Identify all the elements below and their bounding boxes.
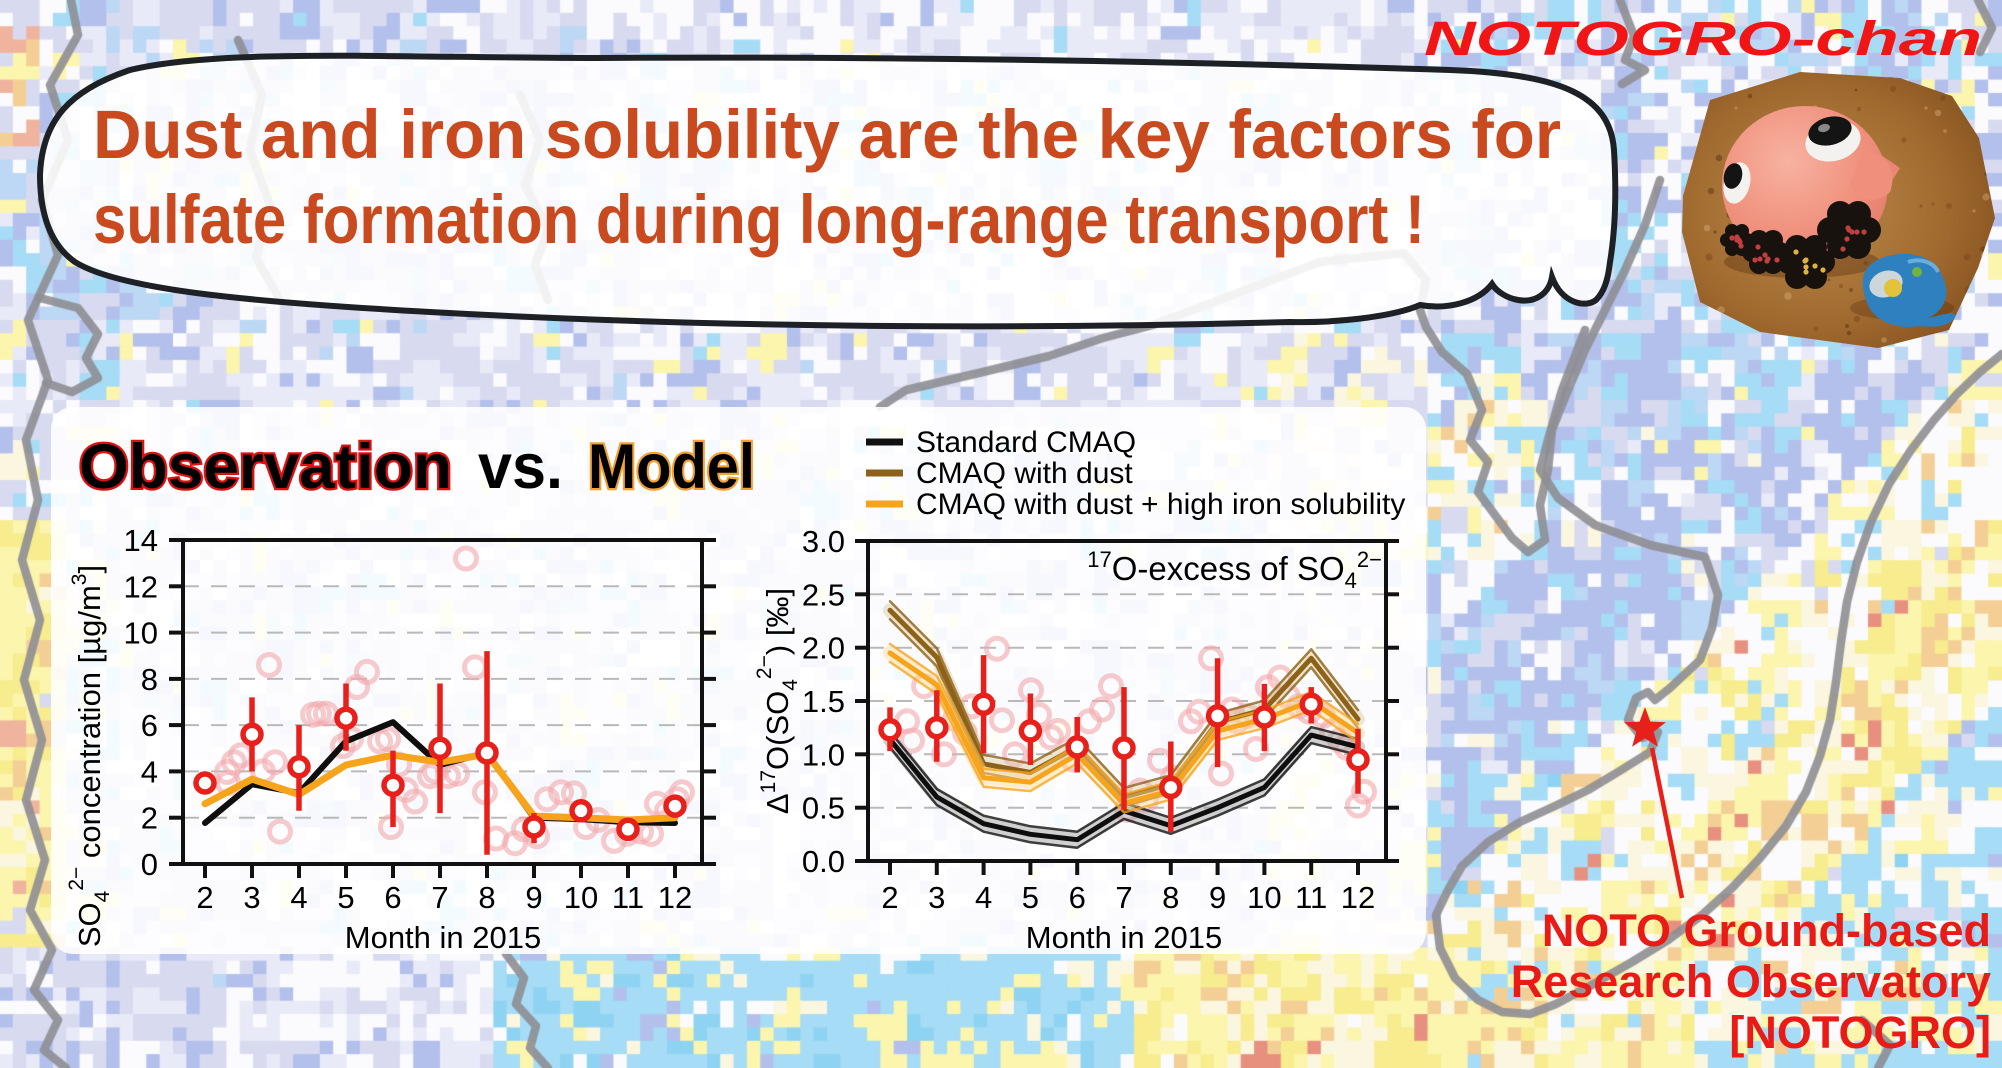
svg-text:Research Observatory: Research Observatory	[1511, 956, 1991, 1007]
svg-text:sulfate formation during long-: sulfate formation during long-range tran…	[93, 181, 1425, 258]
svg-text:3.0: 3.0	[802, 524, 845, 559]
svg-text:0: 0	[141, 847, 158, 882]
svg-text:0.5: 0.5	[802, 791, 845, 826]
svg-text:12: 12	[1341, 880, 1375, 915]
svg-text:Month in 2015: Month in 2015	[1026, 920, 1222, 955]
svg-text:11: 11	[612, 880, 644, 915]
svg-text:9: 9	[1209, 880, 1226, 915]
svg-text:2: 2	[881, 880, 898, 915]
svg-text:0.0: 0.0	[802, 844, 845, 879]
svg-text:CMAQ with dust: CMAQ with dust	[916, 457, 1133, 490]
svg-text:10: 10	[564, 880, 598, 915]
svg-text:6: 6	[141, 708, 158, 743]
svg-text:10: 10	[124, 616, 158, 651]
svg-text:2.5: 2.5	[802, 577, 845, 612]
svg-text:8: 8	[141, 662, 158, 697]
svg-text:9: 9	[525, 880, 542, 915]
svg-text:NOTOGRO-chan: NOTOGRO-chan	[1424, 12, 1982, 66]
svg-text:3: 3	[928, 880, 945, 915]
svg-text:6: 6	[1069, 880, 1086, 915]
svg-text:3: 3	[243, 880, 260, 915]
svg-text:10: 10	[1247, 880, 1281, 915]
svg-text:2.0: 2.0	[802, 631, 845, 666]
svg-text:Month in 2015: Month in 2015	[345, 920, 541, 955]
svg-text:12: 12	[658, 880, 692, 915]
svg-text:1.0: 1.0	[802, 737, 845, 772]
svg-text:4: 4	[975, 880, 992, 915]
svg-text:4: 4	[290, 880, 307, 915]
svg-text:Standard CMAQ: Standard CMAQ	[916, 426, 1136, 459]
svg-text:[NOTOGRO]: [NOTOGRO]	[1729, 1007, 1991, 1058]
svg-text:7: 7	[431, 880, 448, 915]
svg-text:NOTO Ground-based: NOTO Ground-based	[1542, 905, 1991, 956]
svg-text:vs.: vs.	[478, 432, 563, 502]
svg-text:Model: Model	[588, 432, 755, 502]
svg-text:8: 8	[478, 880, 495, 915]
svg-text:6: 6	[384, 880, 401, 915]
svg-text:5: 5	[337, 880, 354, 915]
svg-text:Dust and iron solubility are t: Dust and iron solubility are the key fac…	[93, 96, 1561, 173]
svg-text:8: 8	[1162, 880, 1179, 915]
svg-text:4: 4	[141, 754, 158, 789]
svg-text:17O-excess of SO42−: 17O-excess of SO42−	[1087, 547, 1382, 593]
svg-text:2: 2	[141, 801, 158, 836]
svg-text:7: 7	[1115, 880, 1132, 915]
svg-text:CMAQ with dust + high iron sol: CMAQ with dust + high iron solubility	[916, 488, 1405, 521]
svg-text:14: 14	[124, 523, 158, 558]
svg-text:12: 12	[124, 569, 158, 604]
svg-text:1.5: 1.5	[802, 684, 845, 719]
svg-text:11: 11	[1295, 880, 1327, 915]
svg-text:Observation: Observation	[79, 432, 452, 502]
svg-text:2: 2	[196, 880, 213, 915]
svg-text:5: 5	[1022, 880, 1039, 915]
